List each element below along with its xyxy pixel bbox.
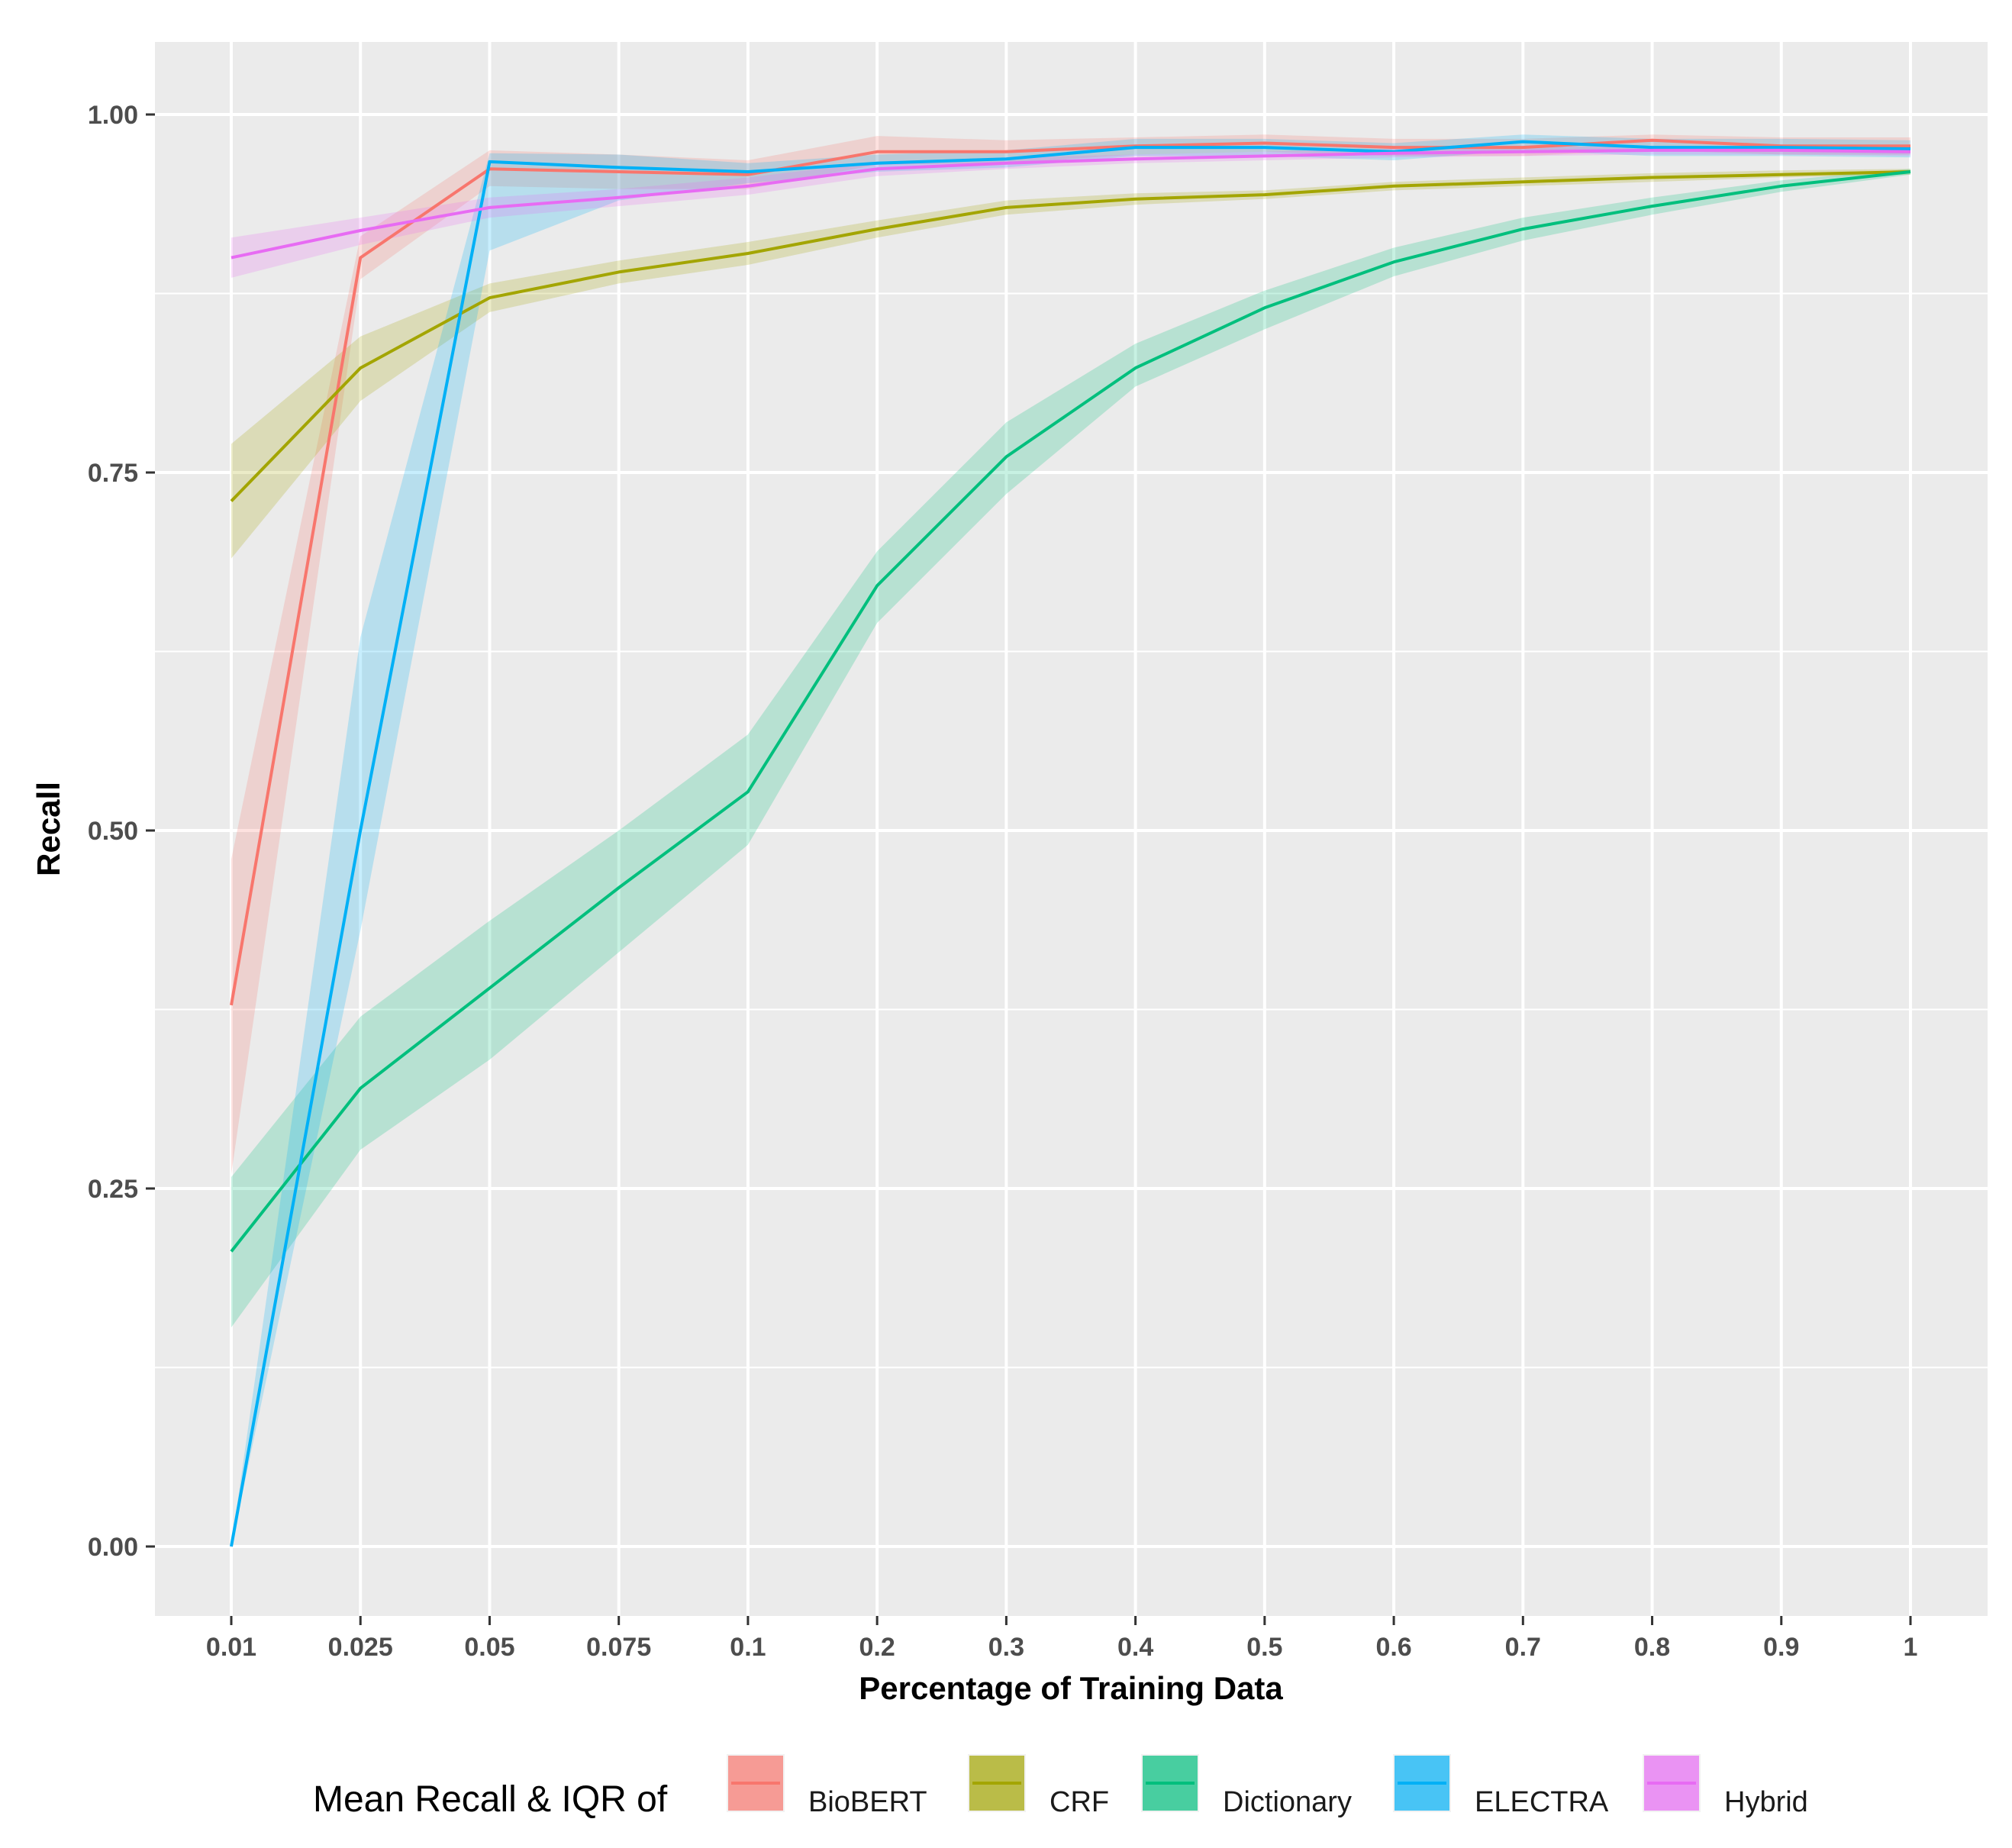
x-tick-label: 0.9 xyxy=(1763,1633,1799,1662)
y-tick-label: 0.25 xyxy=(88,1175,138,1204)
y-tick-label: 1.00 xyxy=(88,101,138,130)
legend-title: Mean Recall & IQR of xyxy=(313,1779,668,1820)
ribbon-biobert xyxy=(231,134,1910,1175)
line-hybrid xyxy=(231,148,1911,260)
ribbon-dictionary xyxy=(231,169,1910,1327)
x-tick-label: 0.025 xyxy=(328,1633,393,1662)
x-tick-label: 1 xyxy=(1904,1633,1918,1662)
line-electra xyxy=(230,140,1911,1547)
line-crf xyxy=(230,170,1911,502)
x-tick-label: 0.4 xyxy=(1117,1633,1153,1662)
x-tick-label: 0.1 xyxy=(730,1633,766,1662)
x-tick-label: 0.01 xyxy=(206,1633,256,1662)
x-tick-label: 0.05 xyxy=(464,1633,514,1662)
x-tick-label: 0.7 xyxy=(1505,1633,1541,1662)
x-tick-label: 0.6 xyxy=(1375,1633,1411,1662)
y-tick-label: 0.00 xyxy=(88,1533,138,1562)
y-tick-label: 0.50 xyxy=(88,817,138,846)
line-biobert xyxy=(230,138,1910,1006)
y-tick-label: 0.75 xyxy=(88,459,138,488)
x-axis: 0.01 0.025 0.05 0.075 0.1 0.2 0.3 0.4 0.5 0.6 0.7 0… xyxy=(206,1616,1918,1662)
legend: Mean Recall & IQR of BioBERT CRF Dictionar… xyxy=(313,1754,1808,1820)
y-axis-title: Recall xyxy=(31,782,66,876)
x-tick-label: 0.3 xyxy=(988,1633,1024,1662)
legend-label-hybrid: Hybrid xyxy=(1724,1786,1808,1818)
mean-lines xyxy=(230,138,1911,1547)
legend-label-biobert: BioBERT xyxy=(808,1786,927,1818)
legend-label-crf: CRF xyxy=(1050,1786,1109,1818)
x-tick-label: 0.2 xyxy=(859,1633,895,1662)
y-axis: 0.00 0.25 0.50 0.75 1.00 xyxy=(88,101,155,1562)
x-tick-label: 0.8 xyxy=(1634,1633,1670,1662)
x-axis-title: Percentage of Training Data xyxy=(859,1670,1283,1706)
legend-label-dictionary: Dictionary xyxy=(1223,1786,1352,1818)
legend-label-electra: ELECTRA xyxy=(1475,1786,1609,1818)
x-tick-label: 0.5 xyxy=(1246,1633,1282,1662)
line-dictionary xyxy=(230,170,1911,1253)
x-tick-label: 0.075 xyxy=(586,1633,651,1662)
